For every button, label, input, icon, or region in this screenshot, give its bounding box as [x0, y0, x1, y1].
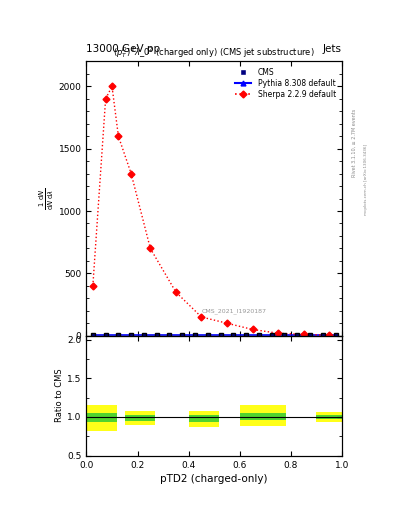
Text: mcplots.cern.ch [arXiv:1306.3436]: mcplots.cern.ch [arXiv:1306.3436]	[364, 144, 367, 215]
Text: Rivet 3.1.10, ≥ 2.7M events: Rivet 3.1.10, ≥ 2.7M events	[352, 109, 357, 178]
Bar	[240, 406, 286, 426]
Bar	[189, 415, 219, 422]
Bar	[125, 411, 156, 425]
X-axis label: pTD2 (charged-only): pTD2 (charged-only)	[160, 474, 268, 484]
Bar	[86, 406, 117, 431]
Text: 13000 GeV pp: 13000 GeV pp	[86, 44, 161, 54]
Bar	[86, 413, 117, 422]
Text: Jets: Jets	[323, 44, 342, 54]
Text: CMS_2021_I1920187: CMS_2021_I1920187	[202, 308, 267, 314]
Bar	[125, 415, 156, 421]
Bar	[189, 411, 219, 427]
Bar	[316, 415, 342, 419]
Title: $(p_T^D)^2 \lambda\_0^2$ (charged only) (CMS jet substructure): $(p_T^D)^2 \lambda\_0^2$ (charged only) …	[113, 46, 315, 60]
Bar	[240, 413, 286, 420]
Y-axis label: $\frac{1}{\mathrm{d}N}\frac{\mathrm{d}N}{\mathrm{d}\lambda}$: $\frac{1}{\mathrm{d}N}\frac{\mathrm{d}N}…	[38, 187, 56, 209]
Y-axis label: Ratio to CMS: Ratio to CMS	[55, 369, 64, 422]
Bar	[316, 412, 342, 421]
Legend: CMS, Pythia 8.308 default, Sherpa 2.2.9 default: CMS, Pythia 8.308 default, Sherpa 2.2.9 …	[232, 65, 338, 101]
